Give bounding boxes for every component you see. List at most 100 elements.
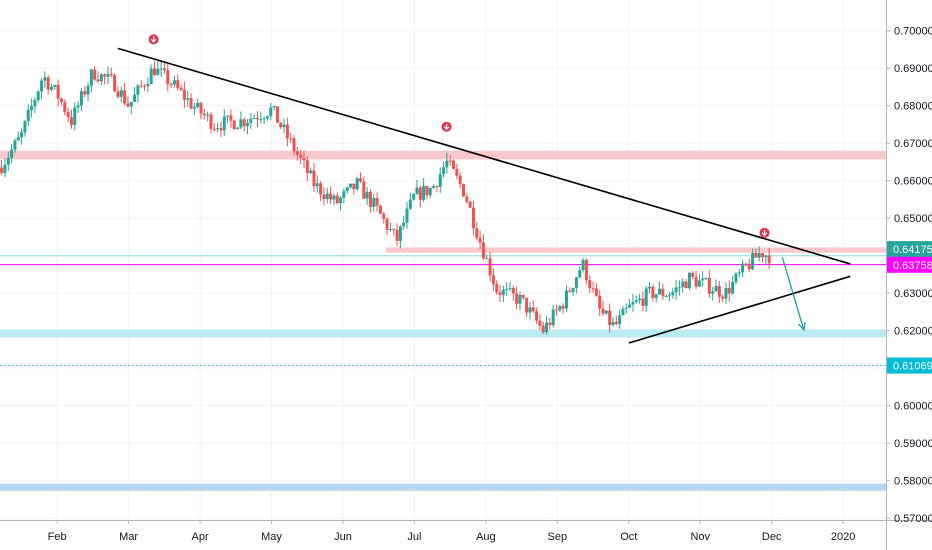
candle-down: [448, 160, 452, 162]
candle-down: [475, 228, 479, 238]
candle-up: [236, 127, 240, 130]
candle-down: [46, 77, 50, 90]
bottom-zone: [0, 483, 886, 491]
candle-down: [295, 151, 299, 155]
candle-up: [342, 191, 346, 198]
candle-down: [232, 120, 236, 130]
x-tick-label: Apr: [192, 531, 209, 543]
candle-down: [538, 320, 542, 326]
horizontal-lines: [0, 255, 886, 367]
candle-up: [638, 298, 642, 301]
candle-up: [172, 80, 176, 85]
candle-up: [528, 307, 532, 313]
candle-down: [93, 69, 97, 80]
candle-down: [608, 310, 612, 325]
candle-up: [405, 208, 409, 223]
candle-down: [525, 297, 529, 313]
candle-up: [697, 280, 701, 287]
candle-up: [216, 128, 220, 130]
candle-down: [358, 178, 362, 182]
marker-arrow: [150, 36, 157, 43]
candle-down: [614, 321, 618, 324]
candle-down: [139, 85, 143, 87]
arrow-head-icon: [797, 321, 806, 332]
candle-up: [269, 107, 273, 117]
candle-down: [375, 198, 379, 206]
candle-down: [378, 205, 382, 214]
candle-up: [628, 304, 632, 308]
candle-up: [485, 258, 489, 260]
y-tick-label: 0.67000: [894, 138, 932, 150]
candle-down: [452, 160, 456, 169]
candle-up: [508, 288, 512, 290]
candle-up: [408, 199, 412, 209]
candle-down: [103, 74, 107, 77]
candle-down: [521, 294, 525, 298]
candle-down: [285, 124, 289, 139]
candles: [0, 60, 771, 335]
candle-up: [564, 290, 568, 309]
candle-down: [435, 186, 439, 188]
candle-down: [56, 84, 60, 99]
y-tick-label: 0.69000: [894, 63, 932, 75]
last-price-tag-label: 0.64175: [893, 244, 932, 256]
candle-down: [465, 196, 469, 202]
candle-down: [289, 138, 293, 140]
candle-up: [714, 286, 718, 292]
candle-up: [49, 86, 53, 90]
candle-up: [226, 115, 230, 117]
candle-up: [671, 292, 675, 296]
candle-up: [501, 289, 505, 295]
candle-up: [687, 272, 691, 289]
x-tick-label: Nov: [690, 531, 710, 543]
candle-up: [325, 193, 329, 200]
candle-up: [611, 321, 615, 325]
candle-up: [751, 252, 755, 270]
zones: [0, 150, 886, 491]
candle-up: [315, 183, 319, 187]
candle-up: [681, 281, 685, 288]
candle-down: [0, 167, 4, 173]
candle-up: [26, 110, 30, 122]
candle-down: [109, 73, 113, 76]
candle-down: [255, 117, 259, 120]
candle-up: [711, 291, 715, 294]
y-tick-label: 0.62000: [894, 326, 932, 338]
candle-down: [63, 102, 67, 112]
candle-up: [674, 287, 678, 293]
candle-up: [265, 116, 269, 119]
candle-up: [36, 91, 40, 101]
x-tick-label: Dec: [762, 531, 782, 543]
price-axis-background: [886, 0, 932, 550]
candle-down: [368, 191, 372, 207]
last-price-tag-background: [887, 241, 932, 258]
trendlines: [117, 47, 851, 344]
candle-down: [584, 259, 588, 281]
candle-up: [757, 253, 761, 258]
candle-up: [624, 307, 628, 309]
candle-up: [40, 80, 44, 92]
candle-up: [428, 188, 432, 196]
candle-up: [86, 85, 90, 95]
candle-up: [349, 183, 353, 188]
candle-up: [551, 309, 555, 325]
candle-down: [641, 298, 645, 306]
candle-up: [20, 132, 24, 138]
candle-up: [734, 273, 738, 283]
candle-down: [292, 138, 296, 152]
candle-up: [30, 106, 34, 111]
candle-down: [568, 290, 572, 292]
resistance-band: [385, 247, 886, 253]
x-tick-label: 2020: [831, 531, 855, 543]
candle-down: [458, 175, 462, 185]
candle-up: [272, 106, 276, 108]
candle-up: [119, 90, 123, 97]
candle-up: [129, 101, 133, 107]
candle-down: [684, 281, 688, 289]
candle-down: [166, 70, 170, 85]
candle-down: [83, 91, 87, 95]
candle-up: [89, 69, 93, 86]
candle-down: [767, 255, 771, 264]
